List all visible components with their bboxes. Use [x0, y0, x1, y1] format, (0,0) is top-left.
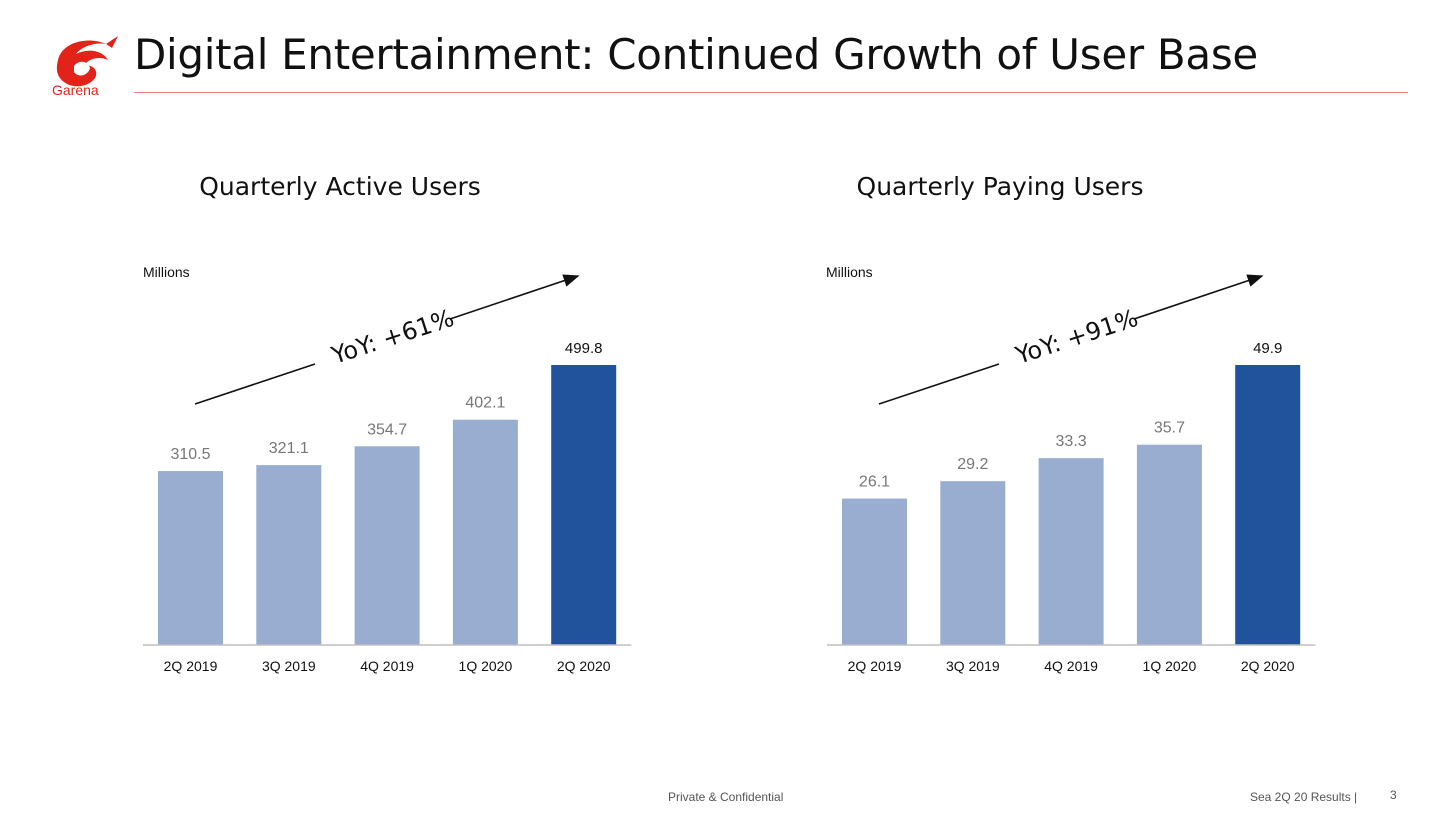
x-tick-label: 4Q 2019: [360, 658, 414, 674]
trend-arrow-head: [1133, 274, 1264, 320]
chart-quarterly-paying-users: Quarterly Paying Users Millions 26.1 2Q 2…: [690, 160, 1370, 700]
yoy-annotation: YoY: +91%: [1011, 304, 1141, 370]
x-tick-label: 3Q 2019: [946, 658, 1000, 674]
bar-1q-2020: [1136, 444, 1202, 645]
unit-label: Millions: [826, 264, 873, 280]
data-label: 354.7: [367, 421, 407, 438]
data-label: 35.7: [1154, 420, 1185, 437]
chart-quarterly-active-users: Quarterly Active Users Millions 310.5 2Q …: [0, 160, 680, 700]
x-tick-label: 4Q 2019: [1044, 658, 1098, 674]
bar-chart-plot: 310.5 2Q 2019 321.1 3Q 2019 354.7 4Q 2019 402.…: [143, 274, 632, 674]
unit-label: Millions: [143, 264, 190, 280]
title-divider: [134, 92, 1408, 93]
bar-2q-2020: [551, 365, 617, 645]
data-label: 29.2: [957, 456, 988, 473]
trend-arrow-line: [194, 363, 316, 405]
chart-title: Quarterly Paying Users: [856, 172, 1144, 201]
data-label: 499.8: [565, 340, 603, 357]
bar-2q-2019: [842, 498, 907, 645]
footer-results: Sea 2Q 20 Results |: [1250, 790, 1358, 804]
bar-2q-2019: [158, 471, 223, 645]
x-tick-label: 1Q 2020: [1143, 658, 1197, 674]
bar-2q-2020: [1235, 365, 1301, 645]
page-number: 3: [1390, 788, 1397, 802]
x-tick-label: 2Q 2020: [1241, 658, 1295, 674]
bar-chart-plot: 26.1 2Q 2019 29.2 3Q 2019 33.3 4Q 2019 35.7 1Q …: [827, 274, 1316, 674]
trend-arrow-head: [449, 274, 580, 320]
x-tick-label: 1Q 2020: [459, 658, 513, 674]
data-label: 26.1: [859, 474, 890, 491]
data-label: 49.9: [1253, 340, 1282, 357]
data-label: 310.5: [170, 446, 210, 463]
x-tick-label: 3Q 2019: [262, 658, 316, 674]
data-label: 33.3: [1056, 433, 1087, 450]
bar-3q-2019: [940, 481, 1006, 645]
page-title: Digital Entertainment: Continued Growth …: [134, 30, 1258, 79]
bar-4q-2019: [354, 446, 420, 645]
x-tick-label: 2Q 2019: [164, 658, 218, 674]
trend-arrow-line: [878, 363, 1000, 405]
x-tick-label: 2Q 2019: [848, 658, 902, 674]
data-label: 321.1: [269, 440, 309, 457]
bar-1q-2020: [452, 419, 518, 645]
chart-title: Quarterly Active Users: [199, 172, 481, 201]
garena-logo: [56, 36, 118, 87]
data-label: 402.1: [465, 395, 505, 412]
footer-confidential: Private & Confidential: [668, 790, 784, 804]
bar-4q-2019: [1038, 458, 1104, 645]
logo-text: Garena: [52, 82, 99, 98]
bar-3q-2019: [256, 465, 322, 645]
x-tick-label: 2Q 2020: [557, 658, 611, 674]
yoy-annotation: YoY: +61%: [327, 304, 457, 370]
